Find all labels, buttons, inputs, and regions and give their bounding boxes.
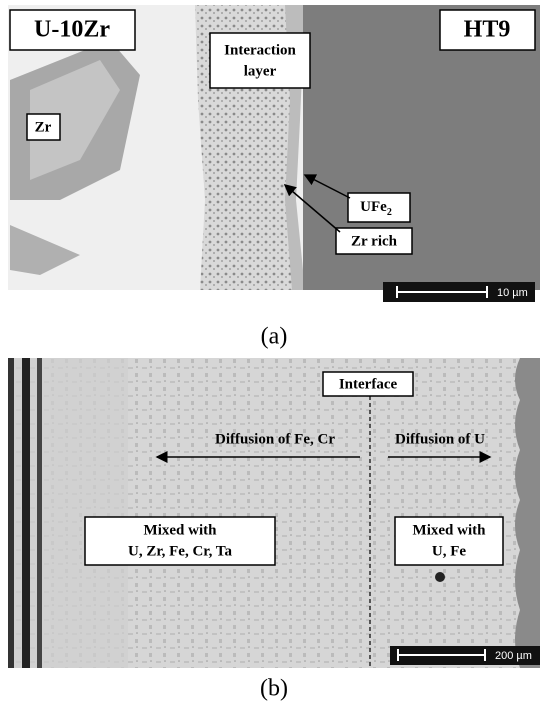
label: layer xyxy=(244,63,277,79)
label: U, Fe xyxy=(432,543,466,559)
scale-label: 200 µm xyxy=(495,650,532,662)
strip xyxy=(22,358,30,668)
label: U, Zr, Fe, Cr, Ta xyxy=(128,543,232,559)
scale-label: 10 µm xyxy=(497,287,528,299)
panel-b: Interface Diffusion of Fe, Cr Diffusion … xyxy=(8,358,540,668)
figure: U-10Zr HT9 Interaction layer Zr UFe2 Zr … xyxy=(0,0,549,706)
label: U-10Zr xyxy=(34,17,110,43)
label: Interface xyxy=(339,376,398,392)
label-subscript: 2 xyxy=(387,207,392,218)
label: Zr rich xyxy=(351,233,398,249)
label: Diffusion of Fe, Cr xyxy=(215,431,335,447)
panel-a: U-10Zr HT9 Interaction layer Zr UFe2 Zr … xyxy=(8,5,540,302)
label: Mixed with xyxy=(413,522,487,538)
label: UFe xyxy=(360,199,387,215)
label: Zr xyxy=(35,119,52,135)
caption: (a) xyxy=(261,324,288,350)
label: HT9 xyxy=(464,17,511,43)
strip xyxy=(37,358,42,668)
label: Diffusion of U xyxy=(395,431,485,447)
label-box xyxy=(210,33,310,88)
label: Interaction xyxy=(224,42,296,58)
caption: (b) xyxy=(260,676,288,702)
ht9-region xyxy=(515,358,540,668)
pore xyxy=(435,572,445,582)
label: Mixed with xyxy=(144,522,218,538)
strip xyxy=(8,358,14,668)
